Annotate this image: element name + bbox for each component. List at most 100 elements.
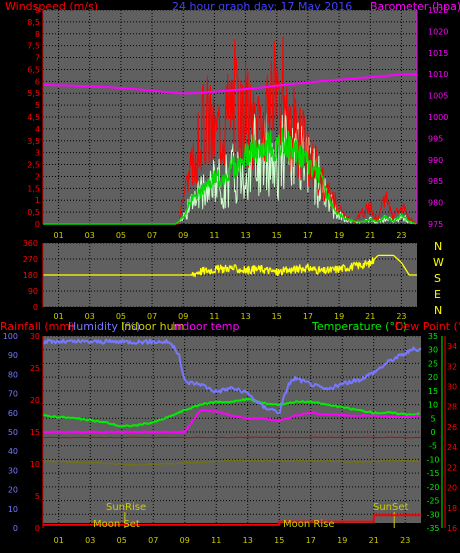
windspeed-tick-label: 0 — [35, 220, 40, 229]
windspeed-axis-title: Windspeed (m/s) — [5, 0, 98, 13]
temperature-tick-label: -30 — [426, 510, 439, 519]
temperature-tick-label: 30 — [428, 346, 438, 355]
direction-x-tick-label: 21 — [365, 312, 375, 321]
wind-x-tick-label: 01 — [53, 231, 63, 240]
dew-point-label: Dew Point (°C) — [395, 320, 460, 333]
moonset-label: Moon Set — [93, 519, 140, 530]
compass-e: E — [434, 288, 441, 301]
wind-x-tick-label: 21 — [365, 231, 375, 240]
rain-tick-label: 20 — [30, 396, 40, 405]
indoor-temp-tick-label: 32 — [447, 362, 457, 371]
wind-x-tick-label: 09 — [178, 231, 188, 240]
wind-x-tick-label: 15 — [272, 231, 282, 240]
rain-tick-label: 10 — [30, 460, 40, 469]
windspeed-tick-label: 2,5 — [27, 161, 40, 170]
temperature-label: Temperature (°C) — [311, 320, 407, 333]
indoor-hum-label: Indoor hum — [121, 320, 184, 333]
lower-x-tick-label: 01 — [54, 536, 64, 545]
indoor-temp-tick-label: 24 — [447, 443, 457, 452]
temperature-tick-label: -15 — [426, 469, 439, 478]
compass-s: S — [434, 272, 441, 285]
compass-n-top: N — [434, 240, 442, 253]
barometer-tick-label: 1005 — [428, 92, 448, 101]
barometer-tick-label: 1010 — [428, 70, 448, 79]
direction-tick-label: 90 — [28, 287, 38, 296]
temperature-line — [42, 397, 420, 428]
humidity-tick-label: 10 — [8, 505, 18, 514]
direction-x-tick-label: 13 — [240, 312, 250, 321]
wind-average-line — [43, 127, 417, 225]
indoor-temp-tick-label: 20 — [447, 484, 457, 493]
humidity-tick-label: 80 — [8, 370, 18, 379]
rain-tick-label: 5 — [35, 492, 40, 501]
indoor-temp-tick-label: 28 — [447, 403, 457, 412]
direction-tick-label: 180 — [23, 271, 38, 280]
barometer-tick-label: 1000 — [428, 113, 448, 122]
humidity-tick-label: 50 — [8, 428, 18, 437]
compass-w: W — [433, 256, 444, 269]
dew-point-line — [43, 436, 422, 439]
temperature-tick-label: 0 — [430, 428, 435, 437]
direction-x-tick-label: 11 — [209, 312, 219, 321]
indoor-temp-tick-label: 30 — [447, 383, 457, 392]
humidity-tick-label: 30 — [8, 466, 18, 475]
lower-x-tick-label: 13 — [243, 536, 253, 545]
direction-x-tick-label: 23 — [396, 312, 406, 321]
direction-x-tick-label: 05 — [116, 312, 126, 321]
temperature-tick-label: 20 — [428, 373, 438, 382]
lower-x-tick-label: 09 — [180, 536, 190, 545]
windspeed-tick-label: 5,5 — [27, 89, 40, 98]
humidity-tick-label: 100 — [3, 332, 18, 341]
humidity-tick-label: 90 — [8, 351, 18, 360]
wind-x-tick-label: 03 — [85, 231, 95, 240]
direction-x-tick-label: 19 — [334, 312, 344, 321]
windspeed-tick-label: 3,5 — [27, 137, 40, 146]
barometer-tick-label: 995 — [428, 134, 443, 143]
humidity-tick-label: 20 — [8, 486, 18, 495]
indoor-temp-tick-label: 34 — [447, 342, 457, 351]
lower-x-tick-label: 03 — [85, 536, 95, 545]
direction-x-tick-label: 15 — [272, 312, 282, 321]
windspeed-tick-label: 0,5 — [27, 208, 40, 217]
direction-tick-label: 270 — [23, 255, 38, 264]
rain-band — [43, 523, 421, 529]
windspeed-tick-label: 6 — [35, 77, 40, 86]
barometer-axis-title: Barometer (hpa) — [370, 0, 460, 13]
lower-x-tick-label: 23 — [400, 536, 410, 545]
indoor-temp-tick-label: 26 — [447, 423, 457, 432]
lower-x-tick-label: 15 — [274, 536, 284, 545]
direction-tick-label: 0 — [33, 303, 38, 312]
wind-x-tick-label: 23 — [396, 231, 406, 240]
direction-x-tick-label: 01 — [53, 312, 63, 321]
graph-title: 24 hour graph day: 17 May 2016 — [172, 0, 352, 13]
barometer-tick-label: 985 — [428, 177, 443, 186]
windspeed-tick-label: 3 — [35, 149, 40, 158]
temperature-tick-label: -10 — [426, 455, 439, 464]
wind-x-tick-label: 07 — [147, 231, 157, 240]
direction-x-tick-label: 09 — [178, 312, 188, 321]
wind-x-tick-label: 11 — [209, 231, 219, 240]
lower-x-tick-label: 19 — [337, 536, 347, 545]
rainfall-label: Rainfall (mm) — [0, 320, 74, 333]
barometer-tick-label: 1020 — [428, 27, 448, 36]
indoor-temp-tick-label: 18 — [447, 504, 457, 513]
indoor-temp-line — [42, 408, 420, 434]
windspeed-tick-label: 1,5 — [27, 184, 40, 193]
temperature-tick-label: -25 — [426, 497, 439, 506]
barometer-tick-label: 1025 — [428, 6, 448, 15]
humidity-tick-label: 60 — [8, 409, 18, 418]
rain-tick-label: 30 — [30, 332, 40, 341]
temperature-tick-label: -20 — [426, 483, 439, 492]
temperature-tick-label: 35 — [428, 332, 438, 341]
indoor-humidity-line — [42, 459, 420, 466]
humidity-tick-label: 40 — [8, 447, 18, 456]
indoor-temp-label: Indoor temp — [172, 320, 239, 333]
direction-x-tick-label: 03 — [85, 312, 95, 321]
moonrise-label: Moon Rise — [283, 519, 334, 530]
sunset-label: SunSet — [373, 502, 409, 513]
windspeed-tick-label: 7 — [35, 54, 40, 63]
temperature-tick-label: -5 — [429, 442, 437, 451]
temperature-tick-label: -35 — [426, 524, 439, 533]
windspeed-tick-label: 4 — [35, 125, 40, 134]
wind-direction-line — [42, 254, 418, 278]
